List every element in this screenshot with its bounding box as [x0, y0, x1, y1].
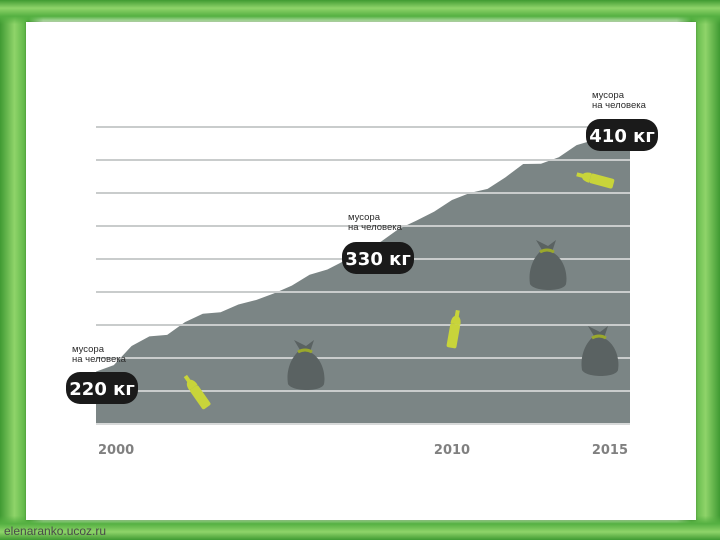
bottle-neck [183, 374, 198, 391]
value-label: 220 кг [69, 379, 134, 400]
trash-bag-icon [529, 240, 567, 290]
bottle-body [589, 173, 615, 189]
value-badge [66, 372, 138, 404]
annotation-caption: на человека [348, 222, 403, 233]
value-badge [586, 119, 658, 151]
bottle-icon [446, 309, 461, 349]
x-tick-label: 2015 [592, 443, 628, 458]
annotation-caption: мусора [72, 344, 105, 355]
x-tick-label: 2010 [434, 443, 470, 458]
trash-bag-icon [581, 326, 619, 376]
x-tick-label: 2000 [98, 443, 134, 458]
value-badge [342, 242, 414, 274]
bag-tie [591, 334, 607, 340]
annotation-caption: на человека [592, 100, 647, 111]
annotation-caption: мусора [592, 90, 625, 101]
trash-bag-icon [287, 340, 325, 390]
annotation-caption: мусора [348, 212, 381, 223]
value-label: 410 кг [589, 126, 654, 147]
bottle-icon [576, 172, 615, 189]
bag-body [529, 240, 567, 290]
bag-tie [539, 248, 555, 254]
annotation-caption: на человека [72, 354, 127, 365]
bottle-icon [183, 374, 211, 410]
site-watermark: elenaranko.ucoz.ru [4, 524, 107, 538]
bottle-body [446, 323, 460, 349]
bottle-neck [450, 309, 461, 325]
area-series [96, 132, 630, 424]
bag-body [581, 326, 619, 376]
bag-tie [297, 348, 313, 354]
slide-panel: 2000 2010 2015 мусора на человека 220 кг мусор… [26, 22, 696, 520]
bottle-neck [576, 172, 592, 183]
value-label: 330 кг [345, 249, 410, 270]
bag-body [287, 340, 325, 390]
bottle-body [190, 385, 211, 410]
